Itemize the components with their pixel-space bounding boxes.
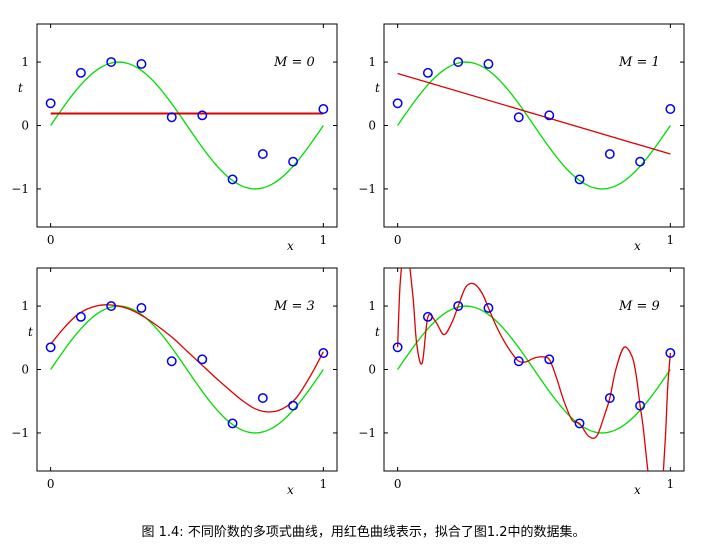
y-tick-label: 1 <box>368 55 376 69</box>
x-axis-label: x <box>634 483 641 497</box>
fitted-curve <box>50 304 324 413</box>
data-point <box>318 348 329 358</box>
y-tick-label: 0 <box>368 119 376 133</box>
y-axis-label: t <box>18 81 23 95</box>
data-point <box>635 156 646 167</box>
data-point <box>45 342 56 353</box>
data-point <box>197 354 208 365</box>
data-point <box>392 98 403 109</box>
y-tick-label: 1 <box>368 299 376 313</box>
data-point <box>136 303 147 313</box>
y-tick-label: 0 <box>21 363 29 377</box>
data-point <box>513 356 524 367</box>
data-point <box>392 342 403 353</box>
data-point <box>665 104 676 114</box>
y-axis-label: t <box>375 325 380 339</box>
data-point <box>544 354 555 365</box>
data-point <box>635 400 646 411</box>
x-tick-label: 0 <box>47 477 55 491</box>
model-order-label: M = 1 <box>618 55 660 70</box>
data-point <box>106 57 117 68</box>
data-point <box>483 59 494 69</box>
y-tick-label: −1 <box>358 182 376 196</box>
data-point <box>574 174 585 185</box>
data-point <box>45 98 56 109</box>
panel-m9: 0 1 −1 0 1 t x M = 9 <box>358 267 685 497</box>
model-order-label: M = 0 <box>273 55 315 70</box>
x-axis-label: x <box>287 239 294 253</box>
data-point <box>453 301 464 312</box>
x-tick-label: 0 <box>394 233 402 247</box>
y-tick-label: 1 <box>21 299 29 313</box>
y-axis-label: t <box>28 325 33 339</box>
x-tick-label: 1 <box>667 477 675 491</box>
model-order-label: M = 3 <box>273 299 315 314</box>
data-point <box>75 67 86 78</box>
x-tick-label: 1 <box>667 233 675 247</box>
x-tick-label: 1 <box>320 233 328 247</box>
data-point <box>318 104 329 114</box>
true-curve <box>397 61 671 190</box>
true-curve <box>50 61 324 190</box>
data-point <box>483 303 494 313</box>
data-point <box>604 149 615 160</box>
x-axis-label: x <box>287 483 294 497</box>
panel-m1: 0 1 −1 0 1 t x M = 1 <box>358 23 685 253</box>
data-point <box>513 112 524 123</box>
x-tick-label: 0 <box>394 477 402 491</box>
data-point <box>197 110 208 121</box>
x-tick-label: 0 <box>47 233 55 247</box>
x-axis-label: x <box>634 239 641 253</box>
data-point <box>453 57 464 68</box>
data-point <box>166 356 177 367</box>
data-point <box>422 311 433 322</box>
true-curve <box>397 305 671 434</box>
y-tick-label: 0 <box>21 119 29 133</box>
y-tick-label: −1 <box>11 426 29 440</box>
data-point <box>106 301 117 312</box>
data-point <box>136 59 147 69</box>
data-point <box>227 418 238 429</box>
model-order-label: M = 9 <box>618 299 660 314</box>
data-point <box>75 311 86 322</box>
data-point <box>166 112 177 123</box>
data-point <box>665 348 676 358</box>
data-point <box>288 400 299 411</box>
data-point <box>288 156 299 167</box>
y-tick-label: 1 <box>21 55 29 69</box>
fitted-curve <box>396 268 672 471</box>
fitted-curve <box>397 72 671 155</box>
y-axis-label: t <box>375 81 380 95</box>
x-tick-label: 1 <box>320 477 328 491</box>
true-curve <box>50 305 324 434</box>
y-tick-label: 0 <box>368 363 376 377</box>
data-point <box>257 393 268 403</box>
data-point <box>544 110 555 121</box>
y-tick-label: −1 <box>11 182 29 196</box>
panel-m3: 0 1 −1 0 1 t x M = 3 <box>11 267 338 497</box>
figure-caption: 图 1.4: 不同阶数的多项式曲线，用红色曲线表示，拟合了图1.2中的数据集。 <box>141 525 586 540</box>
data-point <box>574 418 585 429</box>
data-point <box>257 149 268 160</box>
data-point <box>604 393 615 403</box>
y-tick-label: −1 <box>358 426 376 440</box>
data-point <box>422 67 433 78</box>
panel-m0: 0 1 −1 0 1 t x M = 0 <box>11 23 338 253</box>
data-point <box>227 174 238 185</box>
